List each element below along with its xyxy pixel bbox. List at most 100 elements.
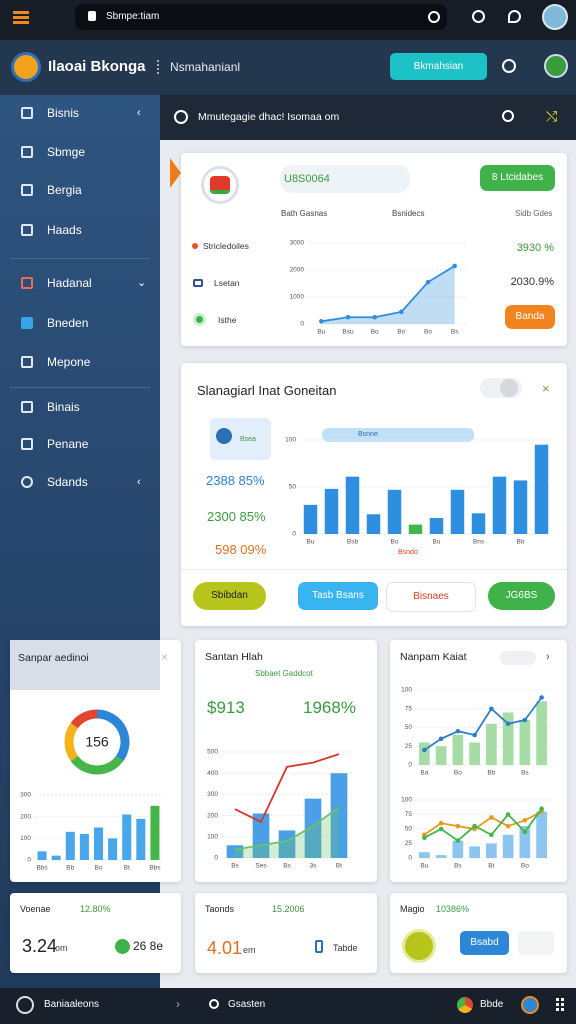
- divider: [181, 569, 567, 570]
- panel-title: Mmutegagie dhac! Isomaa om: [198, 111, 340, 123]
- chevron[interactable]: ›: [546, 651, 550, 663]
- button[interactable]: Tasb Bsans: [298, 582, 378, 610]
- app-subtitle: Nsmahanianl: [170, 60, 241, 74]
- search-box[interactable]: [75, 4, 447, 30]
- icon: [216, 428, 232, 444]
- icon[interactable]: [508, 10, 521, 23]
- icon[interactable]: [521, 996, 539, 1014]
- nav-item[interactable]: Hadanal: [47, 276, 92, 290]
- icon-label: Bsea: [240, 436, 256, 443]
- nav-item[interactable]: Sdands: [47, 475, 88, 489]
- nav-item[interactable]: Bisnis: [47, 106, 80, 120]
- card-subtitle: Sbbaet Gaddcot: [255, 669, 313, 678]
- bottom-label[interactable]: Bbde: [480, 999, 504, 1010]
- tab-marker: [170, 158, 181, 188]
- item-icon: [193, 279, 203, 287]
- stat-value: 4.01: [207, 938, 243, 958]
- stat: 3930 %: [516, 242, 554, 254]
- search-text: Sbmpe:tiam: [106, 11, 160, 22]
- list-item: Stricledoiles: [203, 241, 249, 251]
- header-button[interactable]: Bkmahsian: [390, 53, 487, 80]
- change: 1968%: [303, 698, 356, 717]
- card-title: Slanagiarl Inat Goneitan: [197, 383, 337, 398]
- search-icon[interactable]: [209, 999, 219, 1009]
- card-title: Santan Hlah: [205, 651, 263, 663]
- close[interactable]: ×: [161, 650, 169, 664]
- chevron[interactable]: ›: [176, 997, 180, 1011]
- nav-item[interactable]: Mepone: [47, 355, 91, 369]
- toggle-knob[interactable]: [500, 379, 518, 397]
- icon[interactable]: [457, 997, 473, 1013]
- column-header: Bsnidecs: [392, 209, 425, 218]
- stat-unit: em: [243, 945, 256, 955]
- nav-item[interactable]: Haads: [47, 223, 82, 237]
- chevron[interactable]: ‹: [137, 476, 141, 488]
- icon[interactable]: [16, 996, 34, 1014]
- icon[interactable]: [502, 59, 516, 73]
- chevron[interactable]: ‹: [137, 107, 141, 119]
- card-header: [10, 640, 160, 690]
- amount: $913: [207, 698, 245, 717]
- avatar[interactable]: [544, 54, 568, 78]
- bottom-search[interactable]: Gsasten: [228, 999, 266, 1010]
- stat: 2300 85%: [207, 509, 266, 524]
- icon[interactable]: [556, 998, 559, 1001]
- icon: [174, 110, 188, 124]
- list-item: Isthe: [218, 315, 237, 325]
- stat-change: 10386%: [436, 904, 470, 914]
- stat-label: Magio: [400, 904, 425, 914]
- stat-value: 3.24: [22, 936, 58, 956]
- item-icon: [193, 313, 206, 326]
- close[interactable]: ×: [542, 381, 550, 396]
- legend-label: Bsnne: [358, 431, 378, 438]
- logo: [201, 166, 239, 204]
- item-icon: [192, 243, 198, 249]
- avatar[interactable]: [542, 4, 568, 30]
- bottom-bar: [0, 988, 576, 1024]
- icon[interactable]: [502, 110, 514, 122]
- nav-item[interactable]: Bneden: [47, 316, 89, 330]
- stat-label: Taonds: [205, 904, 235, 914]
- column-header: Bath Gasnas: [281, 209, 328, 218]
- legend-pill: [322, 428, 474, 442]
- stat-change: 12.80%: [80, 904, 111, 914]
- lock-icon: [88, 11, 96, 21]
- stat-extra: Tabde: [333, 943, 358, 953]
- app-title: Ilaoai Bkonga: [48, 58, 146, 75]
- nav-item[interactable]: Sbmge: [47, 145, 86, 159]
- icon[interactable]: [428, 11, 440, 23]
- button[interactable]: Sbibdan: [193, 582, 266, 610]
- logo: [11, 52, 41, 82]
- button[interactable]: Bisnaes: [386, 582, 476, 612]
- nav-item[interactable]: Penane: [47, 437, 89, 451]
- logo-mark: [210, 176, 230, 194]
- stat: 2030.9%: [510, 276, 554, 288]
- placeholder: [518, 931, 554, 955]
- stat-card: [10, 893, 181, 973]
- button[interactable]: Bsabd: [460, 931, 509, 955]
- menu-icon[interactable]: [13, 11, 29, 14]
- pager[interactable]: [500, 651, 536, 665]
- button[interactable]: Banda: [505, 305, 555, 329]
- nav-item[interactable]: Bergia: [47, 183, 82, 197]
- badge-text: U8S0064: [284, 173, 330, 185]
- bottom-label[interactable]: Baniaaleons: [44, 999, 100, 1010]
- button[interactable]: JG6BS: [488, 582, 555, 610]
- icon[interactable]: [472, 10, 485, 23]
- stat-unit: om: [55, 943, 68, 953]
- button[interactable]: 8 Ltcidabes: [480, 165, 555, 191]
- separator: [157, 60, 159, 74]
- nav-item[interactable]: Binais: [47, 400, 80, 414]
- stat-card: [195, 893, 377, 973]
- chevron[interactable]: ⌄: [137, 277, 147, 289]
- card-title: Nanpam Kaiat: [400, 651, 467, 663]
- divider: [10, 258, 150, 259]
- stat-extra: 26 8e: [133, 939, 164, 953]
- stat: 2388 85%: [206, 473, 265, 488]
- list-item: Lsetan: [214, 278, 240, 288]
- icon[interactable]: ⤭: [546, 108, 558, 124]
- icon: [402, 929, 436, 963]
- note: Bsndo: [398, 549, 418, 556]
- divider: [10, 387, 150, 388]
